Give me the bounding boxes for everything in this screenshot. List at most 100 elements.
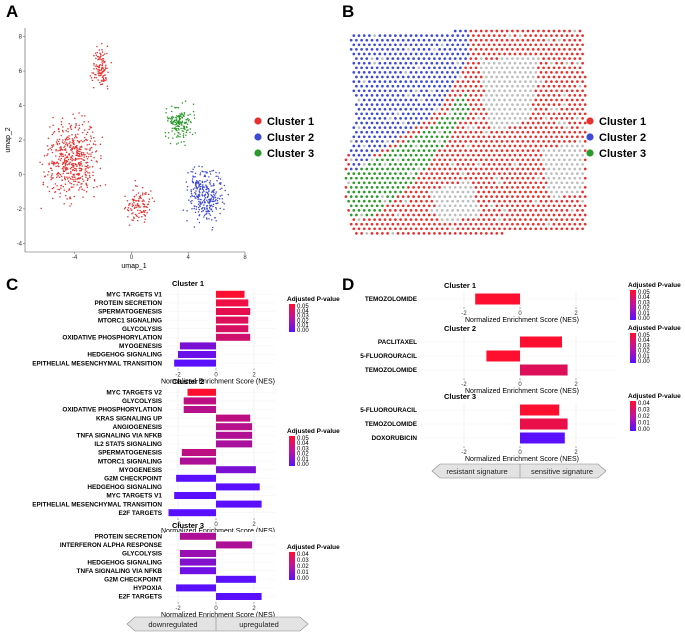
spatial-spot-cluster1	[482, 153, 486, 157]
spatial-spot-cluster1	[565, 199, 569, 203]
umap-point-cluster2	[190, 192, 193, 194]
x-axis-label: Normalized Enrichment Score (NES)	[161, 528, 275, 535]
umap-point-cluster1	[64, 148, 67, 150]
spatial-spot-cluster1	[570, 107, 574, 111]
spatial-spot-cluster1	[505, 158, 509, 162]
umap-point-cluster1	[89, 140, 92, 142]
umap-ytick-label: 8	[19, 35, 23, 41]
spatial-spot-cluster1	[524, 52, 527, 56]
spatial-spot-cluster2	[365, 66, 369, 70]
umap-point-cluster2	[219, 178, 222, 180]
umap-point-cluster1	[74, 133, 77, 136]
spatial-spot-cluster1	[461, 218, 465, 221]
spatial-spot-cluster3	[430, 153, 434, 157]
spatial-spot-cluster3	[446, 126, 449, 129]
spatial-spot-cluster1	[573, 57, 577, 60]
bar	[216, 316, 249, 324]
colorbar-tick-label: 0.02	[638, 414, 650, 420]
umap-point-cluster1	[65, 156, 68, 159]
spatial-spot-other	[487, 71, 491, 74]
umap-point-cluster1	[139, 209, 141, 212]
umap-point-cluster1	[81, 175, 83, 178]
xtick-label: -2	[175, 522, 181, 528]
spatial-spot-cluster2	[420, 34, 423, 37]
spatial-spot-cluster1	[518, 163, 522, 166]
spatial-spot-cluster1	[516, 130, 519, 134]
umap-point-cluster1	[62, 126, 64, 128]
umap-point-cluster1	[54, 163, 56, 165]
umap-ylabel: umap_2	[5, 127, 12, 152]
spatial-spot-other	[511, 121, 514, 125]
spatial-spot-cluster2	[430, 61, 434, 65]
colorbar-tick-label: 0.04	[638, 401, 650, 407]
spatial-spot-other	[469, 186, 473, 189]
spatial-spot-cluster2	[453, 57, 457, 60]
cluster-title: Cluster 3	[444, 392, 476, 401]
spatial-spot-cluster3	[456, 107, 460, 111]
umap-point-cluster1	[51, 146, 53, 148]
bar	[216, 290, 245, 298]
spatial-spot-cluster2	[407, 84, 410, 88]
umap-point-cluster3	[172, 116, 175, 118]
spatial-spot-cluster1	[492, 227, 496, 231]
spatial-spot-cluster1	[498, 199, 501, 203]
umap-point-cluster2	[208, 218, 210, 220]
umap-point-cluster2	[220, 182, 222, 184]
spatial-spot-cluster1	[534, 34, 538, 37]
spatial-spot-cluster2	[459, 57, 462, 60]
spatial-spot-cluster1	[490, 57, 493, 60]
spatial-spot-cluster1	[513, 227, 517, 231]
spatial-spot-cluster3	[349, 176, 353, 180]
spatial-spot-cluster2	[451, 71, 454, 74]
umap-point-cluster1	[99, 81, 101, 84]
umap-point-cluster2	[206, 196, 209, 199]
spatial-spot-cluster1	[344, 195, 348, 198]
umap-point-cluster1	[89, 125, 91, 128]
umap-point-cluster1	[90, 137, 93, 140]
umap-point-cluster1	[85, 191, 88, 193]
spatial-spot-cluster1	[550, 89, 553, 93]
bar	[520, 404, 560, 416]
umap-point-cluster2	[201, 191, 204, 194]
spatial-spot-other	[537, 57, 540, 60]
umap-point-cluster1	[72, 168, 74, 171]
spatial-spot-cluster3	[362, 209, 366, 212]
umap-point-cluster1	[77, 158, 79, 160]
umap-point-cluster2	[195, 208, 197, 210]
spatial-spot-cluster2	[388, 135, 392, 139]
umap-point-cluster2	[203, 198, 206, 200]
umap-legend-item-label: Cluster 1	[267, 116, 314, 128]
spatial-spot-cluster2	[396, 94, 400, 97]
spatial-spot-cluster2	[352, 71, 356, 74]
umap-point-cluster1	[106, 87, 109, 90]
spatial-spot-cluster1	[469, 84, 473, 88]
colorbar-tick-label: 0.05	[297, 436, 309, 442]
umap-point-cluster1	[74, 146, 77, 148]
bar	[183, 397, 216, 405]
umap-point-cluster1	[69, 182, 71, 184]
umap-point-cluster1	[73, 174, 75, 177]
bar	[216, 541, 253, 549]
spatial-spot-cluster1	[552, 130, 556, 134]
spatial-spot-cluster1	[555, 227, 558, 231]
umap-point-cluster1	[72, 176, 74, 179]
spatial-spot-cluster2	[451, 34, 454, 37]
umap-point-cluster1	[95, 57, 97, 60]
spatial-spot-cluster1	[500, 38, 504, 42]
spatial-spot-cluster3	[394, 163, 397, 166]
umap-point-cluster1	[49, 147, 51, 150]
spatial-spot-cluster1	[552, 103, 556, 106]
spatial-spot-cluster1	[479, 130, 483, 134]
spatial-spot-cluster2	[352, 163, 356, 166]
spatial-spot-cluster1	[563, 222, 566, 226]
spatial-spot-other	[381, 195, 384, 198]
spatial-spot-other	[563, 176, 566, 180]
spatial-spot-cluster2	[440, 34, 444, 37]
spatial-spot-cluster1	[581, 117, 584, 120]
spatial-spot-other	[542, 149, 545, 152]
spatial-spot-cluster1	[537, 158, 540, 162]
spatial-spot-cluster1	[547, 130, 551, 134]
umap-point-cluster1	[90, 126, 93, 129]
spatial-spot-cluster1	[555, 144, 558, 148]
spatial-spot-cluster3	[386, 158, 389, 162]
